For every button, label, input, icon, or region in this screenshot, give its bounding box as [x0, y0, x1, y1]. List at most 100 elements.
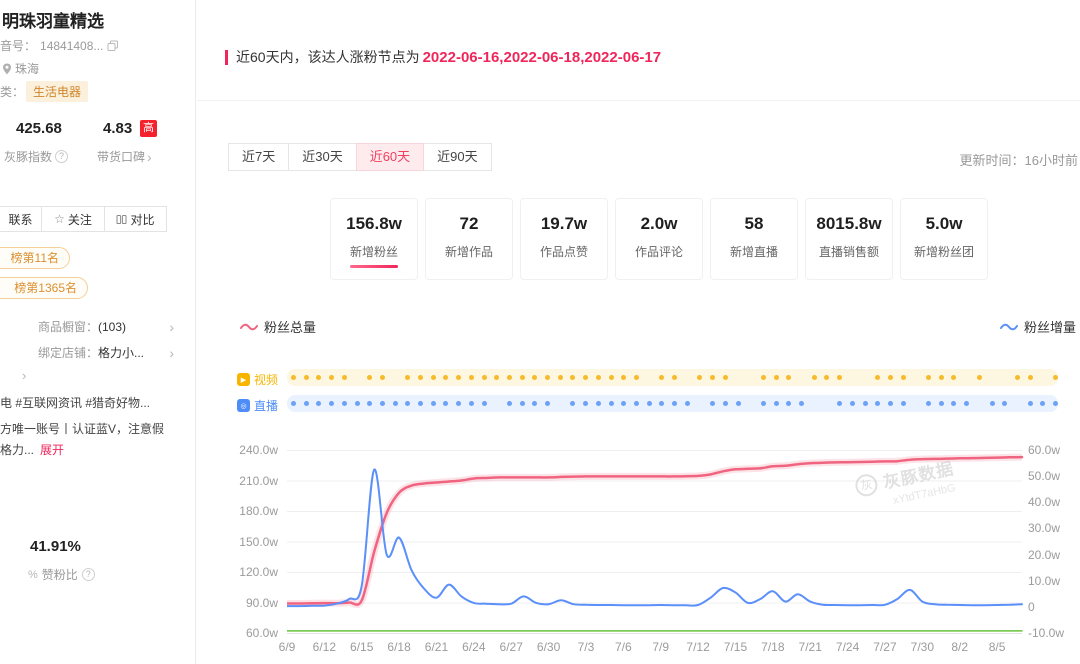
video-icon: ▶	[237, 373, 250, 386]
x-tick: 7/27	[873, 640, 897, 654]
video-day-dot	[900, 375, 906, 380]
x-tick: 6/15	[350, 640, 374, 654]
live-day-dot	[443, 401, 449, 406]
rank-badge-2[interactable]: 榜第1365名	[0, 277, 88, 299]
chevron-right-icon: ›	[169, 318, 174, 335]
live-day-dot	[367, 401, 373, 406]
x-axis: 6/9 6/12 6/15 6/18 6/21 6/24 6/27 6/30 7/3 7/6 7/9…	[279, 640, 1027, 656]
stat-card-5[interactable]: 8015.8w 直播销售额	[805, 198, 893, 280]
stat-card-4[interactable]: 58 新增直播	[710, 198, 798, 280]
stat-value: 2.0w	[640, 214, 678, 233]
legend-fan-increase-label: 粉丝增量	[1023, 320, 1076, 335]
location-pin-icon	[2, 63, 12, 75]
live-day-dot	[1002, 401, 1008, 406]
help-icon[interactable]: ?	[55, 150, 69, 163]
video-day-dot	[430, 375, 436, 380]
video-day-dot	[545, 375, 550, 380]
live-day-dot	[1053, 401, 1058, 406]
live-day-dot	[989, 401, 995, 406]
tab-range-2[interactable]: 近60天	[355, 143, 425, 171]
video-marker-strip	[287, 369, 1058, 386]
legend-total-fans[interactable]: 粉丝总量	[240, 317, 316, 336]
video-day-dot	[621, 375, 627, 380]
follow-button[interactable]: ☆ 关注	[41, 206, 105, 232]
y-tick-right: 40.0w	[1028, 495, 1061, 510]
stat-card-3[interactable]: 2.0w 作品评论	[615, 198, 703, 280]
star-icon: ☆	[54, 212, 65, 226]
x-tick: 7/18	[761, 640, 785, 654]
percent-icon: %	[28, 568, 38, 581]
bound-store-label: 绑定店铺：	[38, 346, 99, 360]
bound-store-value: 格力小...	[98, 346, 145, 360]
tab-range-1[interactable]: 近30天	[288, 143, 357, 171]
live-day-dot	[291, 401, 296, 406]
shop-window-value: (103)	[98, 319, 127, 334]
collapsed-row-chevron-icon[interactable]: ›	[22, 368, 27, 383]
stat-card-row: 156.8w 新增粉丝 72 新增作品 19.7w 作品点赞 2.0w 作品评论 58 新增直播 8…	[330, 198, 988, 280]
video-day-dot	[329, 375, 335, 380]
live-day-dot	[646, 401, 652, 406]
rank-badge-1[interactable]: 榜第11名	[0, 247, 70, 269]
location-row: 珠海	[2, 60, 39, 77]
live-day-dot	[799, 401, 804, 406]
stat-card-6[interactable]: 5.0w 新增粉丝团	[900, 198, 988, 280]
live-day-dot	[837, 401, 843, 406]
fans-trend-chart[interactable]	[287, 450, 1024, 636]
live-day-dot	[392, 401, 398, 406]
live-day-dot	[875, 401, 881, 406]
tab-range-3[interactable]: 近90天	[423, 143, 492, 171]
live-day-dot	[633, 401, 639, 406]
y-tick-right: 0	[1028, 599, 1035, 614]
selected-underline	[350, 265, 398, 268]
live-marker-label: ◎ 直播	[237, 397, 278, 414]
huitun-index-label: 灰豚指数	[4, 150, 53, 164]
stat-card-2[interactable]: 19.7w 作品点赞	[520, 198, 608, 280]
bound-store-row[interactable]: 绑定店铺： 格力小... ›	[0, 344, 174, 361]
y-tick-right: -10.0w	[1028, 626, 1065, 640]
live-day-dot	[545, 401, 550, 406]
compare-icon	[116, 214, 127, 225]
stat-label: 新增粉丝团	[913, 245, 974, 259]
x-tick: 6/21	[424, 640, 449, 654]
live-day-dot	[684, 401, 690, 406]
video-day-dot	[367, 375, 373, 380]
tab-range-0[interactable]: 近7天	[228, 143, 290, 171]
tags-line: 电 #互联网资讯 #猎奇好物...	[0, 396, 151, 410]
pink-wave-icon	[240, 323, 258, 330]
video-day-dot	[760, 375, 766, 380]
chevron-right-icon: ›	[169, 344, 174, 361]
video-day-dot	[341, 375, 347, 380]
shop-window-row[interactable]: 商品橱窗： (103) ›	[0, 318, 174, 335]
stat-card-1[interactable]: 72 新增作品	[425, 198, 513, 280]
live-day-dot	[951, 401, 957, 406]
expand-link[interactable]: 展开	[40, 443, 65, 457]
stat-card-0[interactable]: 156.8w 新增粉丝	[330, 198, 418, 280]
live-day-dot	[786, 401, 792, 406]
copy-icon[interactable]	[107, 40, 119, 52]
live-day-dot	[659, 401, 665, 406]
stat-value: 5.0w	[925, 214, 963, 233]
live-day-dot	[405, 401, 411, 406]
live-day-dot	[519, 401, 525, 406]
live-day-dot	[354, 401, 360, 406]
contact-button[interactable]: 联系	[0, 206, 42, 232]
live-day-dot	[468, 401, 474, 406]
video-day-dot	[926, 375, 931, 380]
category-badge: 生活电器	[26, 81, 89, 102]
compare-button[interactable]: 对比	[104, 206, 167, 232]
y-axis-left: 240.0w 210.0w 180.0w 150.0w 120.0w 90.0w 60.0w	[224, 443, 280, 640]
x-tick: 7/12	[686, 640, 710, 654]
video-day-dot	[583, 375, 589, 380]
legend-fan-increase[interactable]: 粉丝增量	[999, 317, 1076, 336]
video-day-dot	[672, 375, 677, 380]
video-day-dot	[570, 375, 576, 380]
live-day-dot	[379, 401, 385, 406]
help-icon[interactable]: ?	[81, 568, 95, 581]
reputation-value: 4.83	[103, 120, 133, 137]
video-day-dot	[379, 375, 385, 380]
video-day-dot	[316, 375, 322, 380]
video-day-dot	[659, 375, 665, 380]
live-day-dot	[672, 401, 677, 406]
video-day-dot	[633, 375, 639, 380]
reputation-label-row[interactable]: 带货口碑 ›	[97, 148, 152, 165]
